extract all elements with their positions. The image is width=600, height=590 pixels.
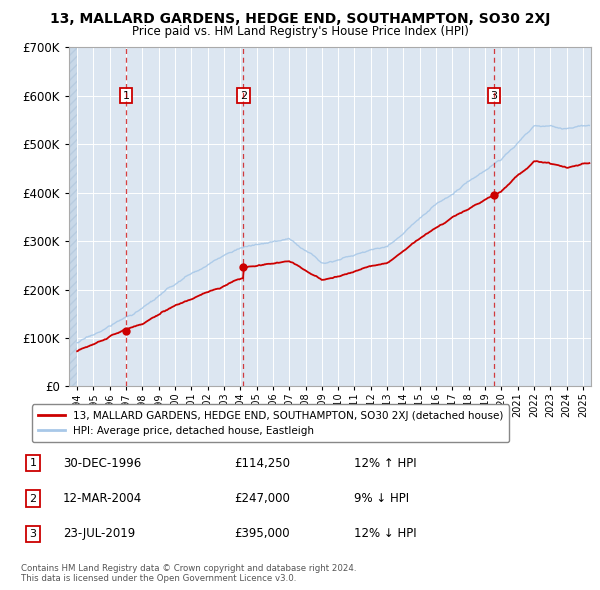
Text: Contains HM Land Registry data © Crown copyright and database right 2024.
This d: Contains HM Land Registry data © Crown c… [21, 563, 356, 583]
Text: 2: 2 [29, 494, 37, 503]
Text: 2: 2 [240, 91, 247, 101]
Text: 12-MAR-2004: 12-MAR-2004 [63, 492, 142, 505]
Text: Price paid vs. HM Land Registry's House Price Index (HPI): Price paid vs. HM Land Registry's House … [131, 25, 469, 38]
Bar [69, 47, 77, 386]
Text: 12% ↓ HPI: 12% ↓ HPI [354, 527, 416, 540]
Text: 13, MALLARD GARDENS, HEDGE END, SOUTHAMPTON, SO30 2XJ: 13, MALLARD GARDENS, HEDGE END, SOUTHAMP… [50, 12, 550, 26]
Text: 12% ↑ HPI: 12% ↑ HPI [354, 457, 416, 470]
Text: £114,250: £114,250 [234, 457, 290, 470]
Text: 23-JUL-2019: 23-JUL-2019 [63, 527, 135, 540]
Text: £247,000: £247,000 [234, 492, 290, 505]
Text: £395,000: £395,000 [234, 527, 290, 540]
Text: 3: 3 [29, 529, 37, 539]
Text: 1: 1 [122, 91, 130, 101]
Text: 9% ↓ HPI: 9% ↓ HPI [354, 492, 409, 505]
Text: 3: 3 [490, 91, 497, 101]
Legend: 13, MALLARD GARDENS, HEDGE END, SOUTHAMPTON, SO30 2XJ (detached house), HPI: Ave: 13, MALLARD GARDENS, HEDGE END, SOUTHAMP… [32, 405, 509, 442]
Text: 1: 1 [29, 458, 37, 468]
Text: 30-DEC-1996: 30-DEC-1996 [63, 457, 141, 470]
